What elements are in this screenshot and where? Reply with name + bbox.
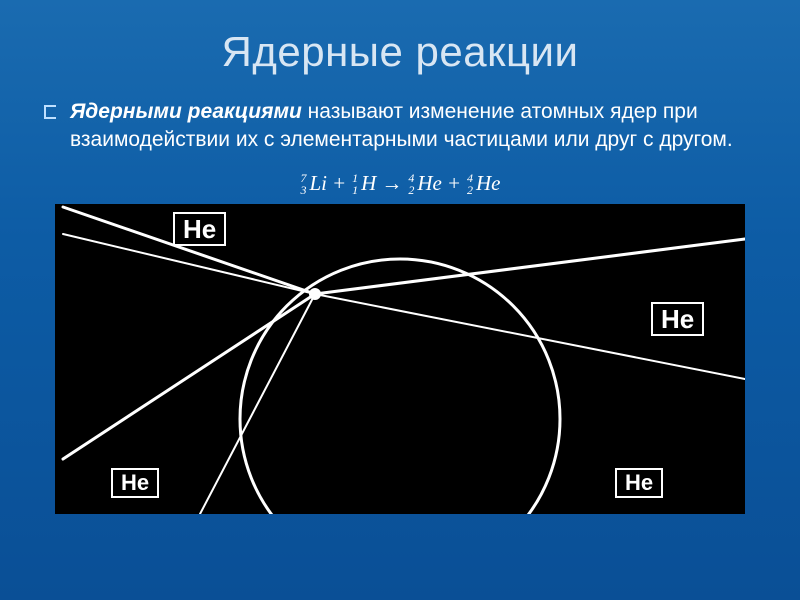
equation-operator: → (381, 171, 402, 196)
bullet-item: Ядерными реакциями называют изменение ат… (40, 98, 760, 153)
collision-point (309, 288, 321, 300)
definition-text: Ядерными реакциями называют изменение ат… (70, 98, 760, 153)
equation-nuclide: 42 (467, 172, 473, 196)
particle-track (63, 294, 315, 459)
definition-emphasis: Ядерными реакциями (70, 100, 302, 123)
bullet-marker-icon (44, 105, 56, 119)
he-label: He (615, 468, 663, 498)
slide: Ядерные реакции Ядерными реакциями назыв… (0, 0, 800, 600)
equation-nuclide: 73 (300, 172, 306, 196)
chamber-circle (240, 259, 560, 514)
slide-title: Ядерные реакции (40, 28, 760, 76)
equation-nuclide: 42 (408, 172, 414, 196)
he-label: He (111, 468, 159, 498)
equation-operator: + (332, 171, 346, 196)
equation-symbol: Li (309, 171, 327, 196)
equation-symbol: He (417, 171, 442, 196)
particle-track (200, 294, 315, 514)
cloud-chamber-figure: He He He He (55, 204, 745, 514)
equation-symbol: He (476, 171, 501, 196)
equation-symbol: H (361, 171, 376, 196)
he-label: He (651, 302, 704, 336)
nuclear-equation: 73Li+11H→42He+42He (40, 171, 760, 196)
equation-nuclide: 11 (352, 172, 358, 196)
equation-operator: + (447, 171, 461, 196)
particle-track (315, 239, 745, 294)
he-label: He (173, 212, 226, 246)
